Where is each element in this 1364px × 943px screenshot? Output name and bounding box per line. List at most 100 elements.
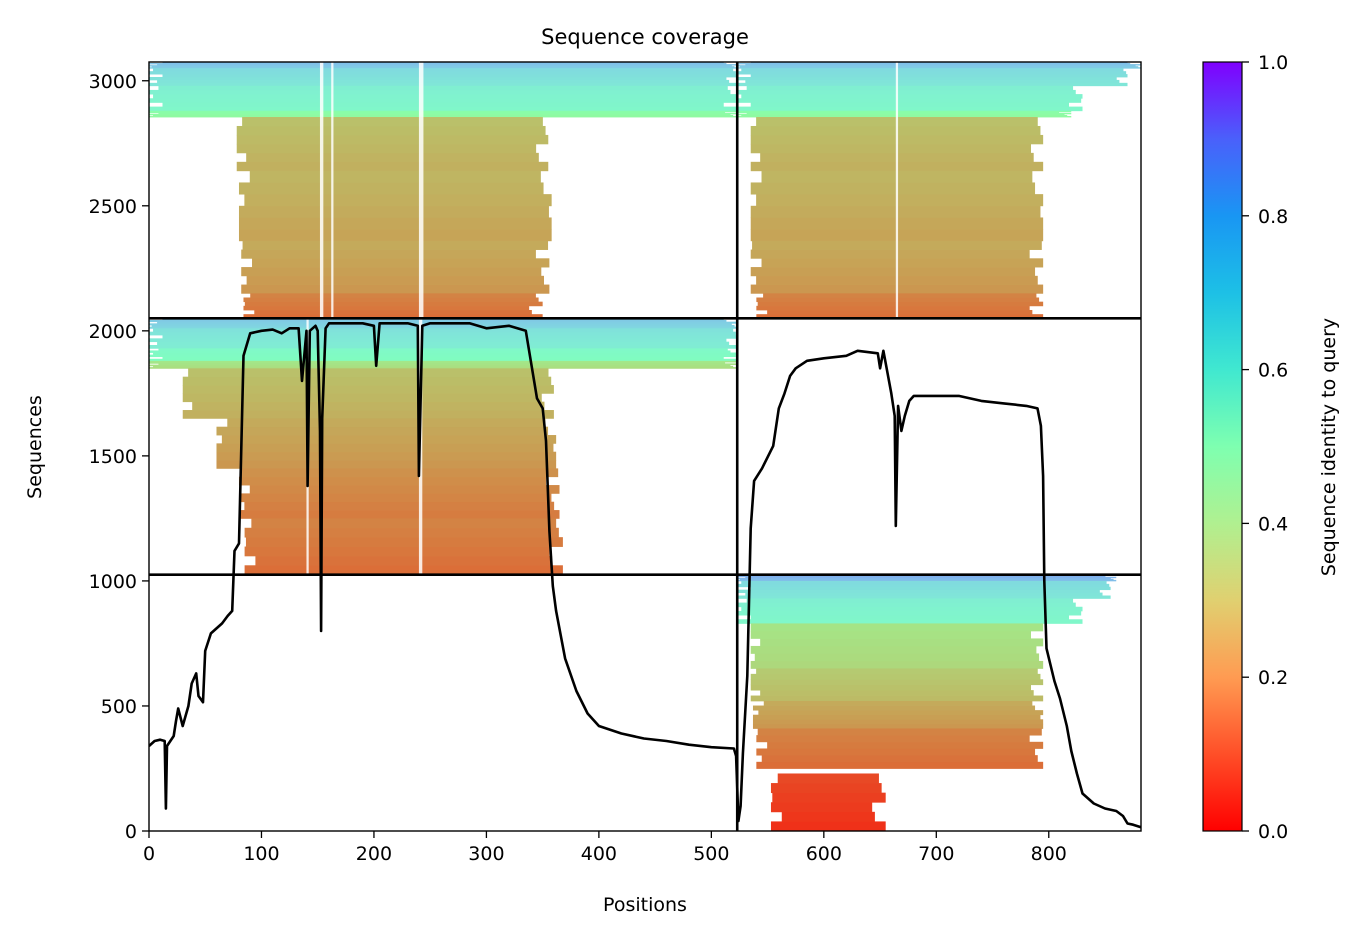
alignment-band <box>737 575 1106 578</box>
alignment-band <box>752 723 1044 729</box>
y-tick-label: 3000 <box>89 71 137 93</box>
alignment-band <box>737 577 1111 580</box>
alignment-band <box>238 182 544 195</box>
alignment-band <box>750 249 1030 259</box>
alignment-heatmap <box>149 62 1141 831</box>
alignment-band <box>243 297 539 303</box>
alignment-band <box>149 367 738 369</box>
alignment-band <box>251 518 557 529</box>
alignment-band <box>737 610 1082 616</box>
alignment-band <box>746 112 1072 115</box>
alignment-band <box>151 66 735 68</box>
x-tick-label: 300 <box>468 843 504 865</box>
alignment-band <box>238 493 552 503</box>
alignment-band <box>750 673 1041 680</box>
alignment-band <box>249 170 541 183</box>
alignment-band <box>745 576 1117 579</box>
alignment-band <box>746 598 1074 603</box>
alignment-band <box>750 267 1036 277</box>
alignment-band <box>216 443 554 453</box>
alignment-band <box>737 115 1072 118</box>
alignment-band <box>236 134 549 145</box>
alignment-band <box>750 205 1041 218</box>
alignment-band <box>750 695 1044 702</box>
alignment-band <box>244 194 552 207</box>
chain-1-block-middle <box>149 318 738 576</box>
alignment-band <box>750 125 1041 136</box>
alignment-band <box>737 111 1060 114</box>
y-tick-label: 2000 <box>89 321 137 343</box>
alignment-band <box>182 410 554 419</box>
alignment-band <box>245 537 563 547</box>
alignment-band <box>149 345 738 349</box>
alignment-band <box>236 143 537 154</box>
alignment-band <box>750 586 1111 591</box>
alignment-band <box>254 309 532 315</box>
alignment-band <box>756 305 1030 311</box>
alignment-band <box>770 821 886 831</box>
alignment-band <box>149 82 738 87</box>
alignment-band <box>149 111 726 114</box>
alignment-band <box>153 365 734 368</box>
alignment-band <box>770 802 873 813</box>
colorbar-label: Sequence identity to query <box>1318 318 1340 576</box>
alignment-band <box>246 275 545 285</box>
alignment-band <box>756 748 1036 756</box>
alignment-band <box>763 700 1033 706</box>
alignment-band <box>149 360 738 363</box>
alignment-band <box>149 77 727 81</box>
alignment-band <box>737 110 1072 113</box>
x-tick-label: 100 <box>243 843 279 865</box>
alignment-band <box>182 376 552 386</box>
alignment-band <box>149 320 727 323</box>
alignment-band <box>772 792 886 803</box>
alignment-band <box>244 527 559 538</box>
alignment-band <box>750 679 1044 686</box>
alignment-band <box>149 71 736 75</box>
alignment-band <box>756 668 1038 675</box>
alignment-band <box>149 65 732 67</box>
alignment-band <box>238 229 552 242</box>
chart-title: Sequence coverage <box>541 25 749 49</box>
alignment-band <box>741 114 1068 117</box>
alignment-band <box>153 352 738 355</box>
x-tick-label: 700 <box>918 843 954 865</box>
y-axis: 0 500 1000 1500 2000 2500 3000 <box>89 71 149 843</box>
alignment-band <box>756 735 1030 743</box>
alignment-band <box>767 309 1033 315</box>
alignment-band <box>149 350 731 353</box>
alignment-band <box>192 401 545 411</box>
alignment-band <box>162 62 724 64</box>
y-axis-label: Sequences <box>24 395 46 499</box>
alignment-band <box>767 741 1044 749</box>
alignment-band <box>758 710 1044 716</box>
alignment-band <box>241 249 536 259</box>
alignment-band <box>238 510 560 519</box>
alignment-band <box>737 89 1076 95</box>
alignment-band <box>149 331 736 336</box>
alignment-band <box>754 653 1040 662</box>
alignment-band <box>242 240 549 250</box>
alignment-band <box>737 82 1128 87</box>
x-axis-label: Positions <box>603 894 687 916</box>
alignment-band <box>750 143 1032 154</box>
alignment-band <box>737 602 1076 608</box>
alignment-band <box>149 362 726 364</box>
alignment-band <box>153 328 734 333</box>
alignment-band <box>737 63 1131 65</box>
alignment-band <box>240 468 559 478</box>
alignment-gap <box>319 62 324 319</box>
y-tick-label: 1000 <box>89 571 137 593</box>
alignment-band <box>750 630 1032 639</box>
alignment-band <box>756 761 1044 769</box>
alignment-band <box>757 728 1042 736</box>
alignment-band <box>737 98 1082 103</box>
colorbar-tick-label: 0.0 <box>1258 821 1288 843</box>
alignment-band <box>158 348 728 351</box>
alignment-band <box>244 301 543 307</box>
alignment-band <box>227 418 546 428</box>
alignment-band <box>761 258 1044 268</box>
alignment-band <box>149 115 738 118</box>
alignment-band <box>745 79 1120 84</box>
